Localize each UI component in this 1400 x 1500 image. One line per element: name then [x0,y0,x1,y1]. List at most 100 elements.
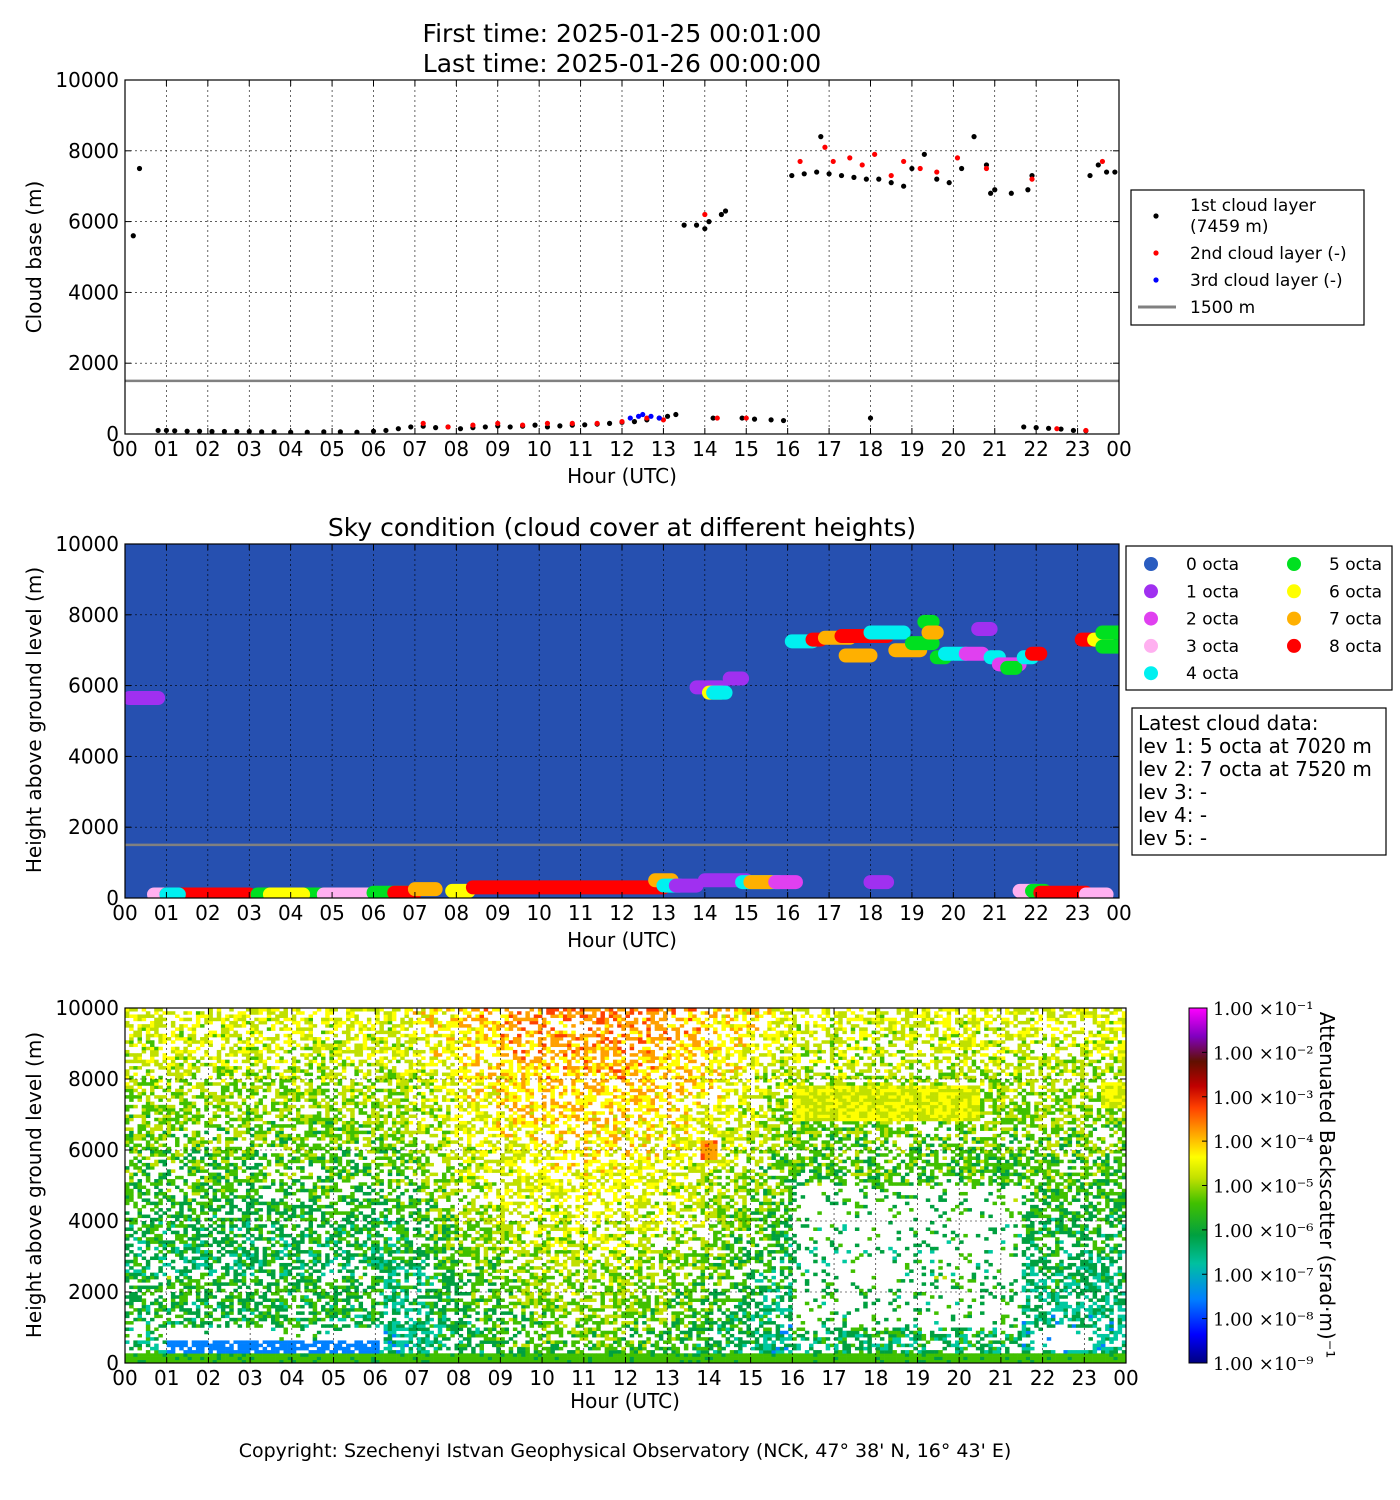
heat-cell [296,1095,301,1099]
heat-cell [166,1062,172,1067]
heat-cell [250,1011,255,1015]
heat-cell [125,1327,130,1332]
heat-cell [179,1127,184,1131]
x-tick-label: 02 [195,437,220,461]
heat-cell [254,1198,259,1202]
heat-cell [125,1053,130,1057]
heat-cell [254,1314,259,1319]
data-point-layer-2 [520,422,526,428]
heat-cell [225,1027,230,1031]
heat-cell [212,1114,218,1119]
heat-cell [212,1317,218,1322]
heat-cell [204,1343,209,1348]
y-tick-label: 6000 [68,210,119,234]
heat-cell [245,1114,251,1119]
heat-cell [279,1108,284,1112]
heat-cell [145,1288,151,1293]
heat-cell [241,1124,247,1128]
heat-cell [225,1088,230,1093]
heat-cell [316,1075,322,1080]
heat-cell [400,1324,405,1328]
heat-cell [358,1201,364,1206]
heat-cell [379,1162,384,1167]
heat-cell [358,1188,364,1193]
heat-cell [341,1095,347,1099]
heat-cell [179,1188,184,1193]
heat-cell [216,1017,222,1022]
heat-cell [216,1137,222,1141]
heat-cell [187,1066,193,1070]
x-tick-label: 05 [319,901,344,925]
heat-cell [296,1030,301,1035]
heat-cell [204,1330,209,1335]
heat-cell [220,1020,226,1025]
heat-cell [329,1124,334,1128]
heat-cell [225,1101,230,1106]
heat-cell [412,1069,418,1073]
heat-cell [279,1075,284,1080]
heat-cell [158,1137,163,1141]
heat-cell [208,1350,213,1354]
heat-cell [237,1014,243,1018]
heat-cell [387,1295,393,1299]
heat-cell [412,1072,418,1077]
heat-cell [200,1114,205,1119]
heat-cell [412,1011,418,1015]
heat-cell [316,1275,322,1280]
heat-cell [141,1156,147,1160]
heat-cell [300,1208,305,1212]
heat-cell [195,1214,201,1219]
heat-cell [321,1082,326,1086]
heat-cell [204,1188,209,1193]
heat-cell [241,1159,247,1164]
heat-cell [275,1350,280,1354]
heat-cell [179,1062,184,1067]
heat-cell [241,1153,247,1157]
heat-cell [204,1353,209,1357]
heat-cell [404,1049,409,1054]
heat-cell [341,1153,347,1157]
heat-cell [125,1198,130,1202]
heat-cell [175,1353,180,1357]
heat-cell [283,1085,288,1089]
heat-cell [250,1356,255,1361]
heat-cell [141,1108,147,1112]
heat-cell [216,1259,222,1264]
heat-cell [421,1346,426,1351]
heat-cell [208,1282,213,1286]
heat-cell [175,1185,180,1190]
heat-cell [191,1250,197,1254]
heat-cell [371,1311,376,1315]
heat-cell [300,1146,305,1151]
heat-cell [337,1156,343,1160]
heat-cell [346,1214,351,1219]
x-tick-label: 16 [775,901,800,925]
heat-cell [421,1027,426,1031]
heat-cell [412,1030,418,1035]
heat-cell [254,1208,259,1212]
heat-cell [125,1049,130,1054]
heat-cell [154,1027,159,1031]
heat-cell [400,1340,405,1344]
heat-cell [133,1008,138,1012]
data-point-layer-1 [271,429,277,434]
heat-cell [145,1082,151,1086]
heat-cell [137,1346,142,1351]
heat-cell [329,1175,334,1180]
heat-cell [237,1182,243,1186]
heat-cell [300,1169,305,1173]
heat-cell [379,1253,384,1257]
heat-cell [321,1188,326,1193]
heat-cell [241,1359,247,1363]
heat-cell [304,1317,309,1322]
heat-cell [387,1033,393,1038]
heat-cell [262,1340,268,1344]
heat-cell [279,1153,284,1157]
heat-cell [425,1237,430,1241]
heat-cell [141,1146,147,1151]
heat-cell [141,1279,147,1283]
heat-cell [404,1333,409,1338]
heat-cell [270,1224,276,1228]
heat-cell [312,1127,318,1131]
heat-cell [225,1272,230,1277]
